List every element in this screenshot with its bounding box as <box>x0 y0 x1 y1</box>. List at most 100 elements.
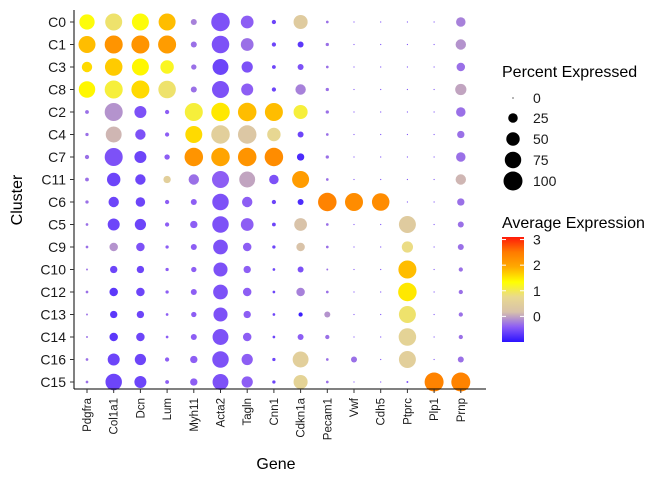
dot-c13-tagln <box>243 310 251 319</box>
color-legend: Average Expression 0 1 2 3 <box>502 215 645 342</box>
dot-c12-col1a1 <box>109 287 118 297</box>
dot-c15-dcn <box>134 375 147 389</box>
dot-c3-prnp <box>456 62 466 72</box>
dot-c7-cdkn1a <box>296 153 305 161</box>
dot-c6-ptprc <box>406 201 408 203</box>
dot-c9-cdkn1a <box>296 242 305 252</box>
y-tick-label: C4 <box>48 127 66 143</box>
dot-c7-dcn <box>134 150 147 164</box>
dot-c15-cnn1 <box>272 380 276 384</box>
dot-c9-pdgfra <box>85 245 89 249</box>
dot-c5-plp1 <box>433 223 435 226</box>
dot-c8-cnn1 <box>271 87 277 92</box>
dot-c16-tagln <box>241 353 253 366</box>
dot-c16-lum <box>164 357 170 362</box>
dot-c14-pdgfra <box>86 336 88 338</box>
dot-c5-cdh5 <box>380 223 382 226</box>
dot-c9-lum <box>165 245 169 249</box>
dot-c11-lum <box>163 175 171 184</box>
dot-c14-ptprc <box>398 328 417 346</box>
dot-c13-lum <box>165 313 169 316</box>
dot-c12-dcn <box>136 287 145 297</box>
dot-c2-vwf <box>353 111 355 113</box>
size-legend: Percent Expressed 0 25 50 75 100 <box>502 64 637 191</box>
x-tick-label: Pdgfra <box>82 397 94 431</box>
dot-c12-acta2 <box>213 284 228 300</box>
dot-c4-dcn <box>135 129 146 140</box>
dot-c15-ptprc <box>406 381 409 383</box>
dot-c0-vwf <box>353 21 355 23</box>
dot-c6-pecam1 <box>318 192 337 212</box>
dot-c13-dcn <box>136 310 145 319</box>
dot-c0-lum <box>158 13 176 31</box>
dot-c7-vwf <box>353 156 355 158</box>
y-tick-label: C3 <box>48 59 66 75</box>
dot-c16-pecam1 <box>325 358 329 361</box>
dot-c4-ptprc <box>406 133 408 136</box>
dot-c7-ptprc <box>406 156 408 158</box>
dot-c4-myh11 <box>185 126 203 143</box>
dot-c2-col1a1 <box>104 102 123 122</box>
x-tick-label: Dcn <box>135 398 147 418</box>
y-tick-label: C16 <box>40 352 66 368</box>
x-tick-label: Vwf <box>349 397 361 417</box>
dot-c5-myh11 <box>190 220 198 229</box>
dot-c7-tagln <box>237 147 257 167</box>
dot-c10-prnp <box>458 267 463 272</box>
dot-c10-plp1 <box>433 268 435 271</box>
y-tick-label: C10 <box>40 262 66 278</box>
dot-c3-col1a1 <box>104 58 123 76</box>
dot-c15-cdh5 <box>380 381 382 383</box>
color-legend-label: 0 <box>533 308 541 324</box>
y-tick-label: C9 <box>48 239 66 255</box>
dot-c11-tagln <box>239 171 256 188</box>
dot-c9-vwf <box>353 246 355 248</box>
dot-c12-pecam1 <box>325 290 329 294</box>
dot-c10-tagln <box>243 265 251 274</box>
dot-c9-tagln <box>242 242 252 252</box>
dot-c3-vwf <box>353 66 355 68</box>
dot-c11-prnp <box>455 174 467 185</box>
dot-c3-pecam1 <box>325 65 329 69</box>
dot-c11-cdh5 <box>380 178 382 181</box>
dot-c12-cnn1 <box>272 290 276 294</box>
dot-c1-prnp <box>455 39 467 50</box>
dot-c10-pecam1 <box>326 268 329 271</box>
y-tick-label: C12 <box>40 284 66 300</box>
color-legend-bar <box>502 237 524 342</box>
dot-c0-col1a1 <box>105 13 123 31</box>
dot-c0-dcn <box>131 13 149 31</box>
dot-c16-vwf <box>350 356 358 363</box>
dot-c2-dcn <box>134 105 147 119</box>
dot-c10-cdkn1a <box>297 266 304 273</box>
dot-c12-plp1 <box>433 291 435 293</box>
dot-c13-col1a1 <box>110 310 118 319</box>
color-legend-label: 3 <box>533 232 541 248</box>
dot-c5-pecam1 <box>325 223 329 226</box>
dot-c11-ptprc <box>406 178 408 181</box>
dot-c11-pecam1 <box>325 178 329 181</box>
dot-c13-cnn1 <box>272 313 276 316</box>
dot-c8-lum <box>158 80 176 99</box>
dot-c3-pdgfra <box>81 61 93 73</box>
dot-c16-dcn <box>134 353 147 366</box>
dot-c10-acta2 <box>213 262 228 277</box>
dot-c7-acta2 <box>211 147 230 167</box>
dot-c16-pdgfra <box>85 358 89 361</box>
dot-c10-vwf <box>353 268 355 271</box>
size-legend-dot <box>512 97 514 99</box>
dot-c13-acta2 <box>213 307 228 322</box>
dot-c13-pdgfra <box>86 313 88 316</box>
dot-c8-tagln <box>241 83 254 96</box>
dot-c7-lum <box>164 154 170 160</box>
dot-c4-pdgfra <box>85 132 89 137</box>
dot-c6-cdkn1a <box>297 198 304 206</box>
dot-c4-acta2 <box>211 125 230 144</box>
x-tick-label: Plp1 <box>429 398 441 421</box>
dot-c6-col1a1 <box>108 196 119 208</box>
dot-c0-tagln <box>240 15 254 29</box>
dot-c10-ptprc <box>398 260 417 279</box>
dot-c16-prnp <box>457 356 464 363</box>
dot-c5-dcn <box>134 218 147 231</box>
dot-c6-pdgfra <box>85 200 89 204</box>
